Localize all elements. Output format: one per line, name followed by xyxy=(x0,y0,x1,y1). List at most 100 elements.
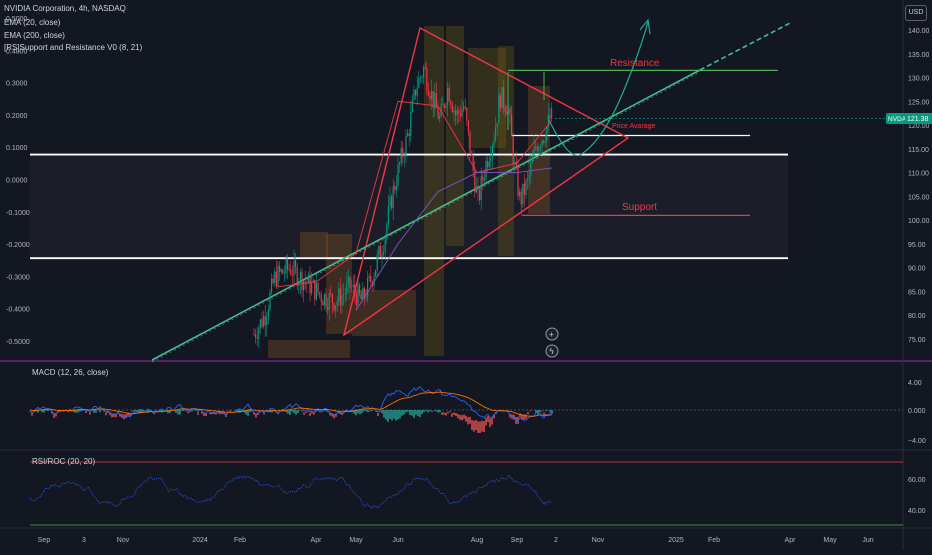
candle-body xyxy=(314,280,315,299)
macd-histogram-bar xyxy=(449,411,450,412)
candle-body xyxy=(492,146,493,158)
candle-body xyxy=(521,192,522,205)
price-tick-label: 95.00 xyxy=(908,242,926,249)
candle-body xyxy=(468,121,469,132)
candle-body xyxy=(413,90,414,100)
candle-body xyxy=(381,254,382,257)
macd-histogram-bar xyxy=(459,415,460,420)
candle-body xyxy=(269,292,270,310)
currency-button[interactable]: USD xyxy=(905,5,927,21)
candle-body xyxy=(397,165,398,187)
plus-icon-glyph: + xyxy=(549,330,554,339)
candle-body xyxy=(450,101,451,105)
candle-body xyxy=(457,110,458,115)
candle-body xyxy=(471,154,472,155)
rsi-title[interactable]: RSI/ROC (20, 20) xyxy=(32,457,95,466)
price-tick-label: 120.00 xyxy=(908,123,930,130)
candle-body xyxy=(321,294,322,302)
candle-body xyxy=(383,252,384,255)
macd-histogram-bar xyxy=(181,410,182,411)
symbol-title[interactable]: NVIDIA Corporation, 4h, NASDAQ xyxy=(4,4,126,13)
sr-legend[interactable]: [RS]Support and Resistance V0 (8, 21) xyxy=(4,43,142,52)
candle-body xyxy=(273,279,274,283)
macd-histogram-bar xyxy=(465,416,466,422)
candle-body xyxy=(444,104,445,108)
left-scale-label: 0.2000 xyxy=(6,113,28,120)
macd-histogram-bar xyxy=(447,412,448,414)
candle-body xyxy=(325,294,326,307)
candle-body xyxy=(268,310,269,318)
candle-body xyxy=(284,273,285,274)
macd-histogram-bar xyxy=(179,410,180,414)
macd-histogram-bar xyxy=(433,411,434,412)
candle-body xyxy=(421,77,422,78)
macd-histogram-bar xyxy=(305,412,306,414)
macd-histogram-bar xyxy=(41,410,42,412)
time-tick-label: Jun xyxy=(392,537,403,544)
candle-body xyxy=(538,147,539,151)
ema200-legend[interactable]: EMA (200, close) xyxy=(4,31,65,40)
macd-histogram-bar xyxy=(249,410,250,412)
price-tick-label: 130.00 xyxy=(908,76,930,83)
candle-body xyxy=(338,288,339,301)
candle-body xyxy=(465,107,466,108)
candle-body xyxy=(469,131,470,154)
macd-histogram-bar xyxy=(93,410,94,413)
candle-body xyxy=(473,155,474,171)
macd-histogram-bar xyxy=(185,411,186,412)
macd-histogram-bar xyxy=(393,410,394,419)
candle-body xyxy=(428,90,429,96)
candle-body xyxy=(447,88,448,106)
macd-histogram-bar xyxy=(401,410,402,416)
time-tick-label: Apr xyxy=(785,537,797,544)
macd-histogram-bar xyxy=(457,414,458,418)
macd-histogram-bar xyxy=(293,410,294,413)
candle-body xyxy=(453,111,454,112)
macd-histogram-bar xyxy=(321,411,322,412)
macd-title[interactable]: MACD (12, 26, close) xyxy=(32,368,108,377)
candle-body xyxy=(476,186,477,192)
candle-body xyxy=(519,192,520,197)
macd-histogram-bar xyxy=(191,410,192,411)
price-tick-label: 85.00 xyxy=(908,289,926,296)
macd-histogram-bar xyxy=(441,412,442,414)
macd-histogram-bar xyxy=(131,411,132,412)
macd-histogram-bar xyxy=(485,418,486,426)
macd-histogram-bar xyxy=(309,413,310,416)
macd-histogram-bar xyxy=(429,410,430,411)
ticker-tag-label: NVDA xyxy=(888,116,907,123)
candle-body xyxy=(490,158,491,162)
left-scale-label: 0.0000 xyxy=(6,178,28,185)
candle-body xyxy=(489,161,490,167)
price-tick-label: 90.00 xyxy=(908,266,926,273)
price-tick-label: 115.00 xyxy=(908,147,929,154)
candle-body xyxy=(375,270,376,277)
candle-body xyxy=(316,283,317,299)
candle-body xyxy=(477,186,478,190)
range-zone xyxy=(30,155,788,259)
candle-body xyxy=(407,133,408,136)
macd-histogram-bar xyxy=(419,410,420,417)
ema20-legend[interactable]: EMA (20, close) xyxy=(4,18,60,27)
candle-body xyxy=(532,157,533,163)
macd-histogram-bar xyxy=(461,415,462,420)
candle-body xyxy=(484,179,485,181)
macd-histogram-bar xyxy=(455,413,456,416)
macd-histogram-bar xyxy=(381,410,382,413)
candle-body xyxy=(415,90,416,96)
candle-body xyxy=(385,236,386,251)
macd-histogram-bar xyxy=(489,419,490,428)
candle-body xyxy=(402,148,403,157)
candle-body xyxy=(290,269,291,274)
macd-histogram-bar xyxy=(387,410,388,422)
price-tick-label: 135.00 xyxy=(908,52,930,59)
candle-body xyxy=(265,316,266,325)
macd-histogram-bar xyxy=(435,410,436,411)
macd-histogram-bar xyxy=(125,414,126,418)
macd-histogram-bar xyxy=(367,410,368,412)
macd-histogram-bar xyxy=(471,420,472,430)
left-scale-label: 0.3000 xyxy=(6,81,28,88)
